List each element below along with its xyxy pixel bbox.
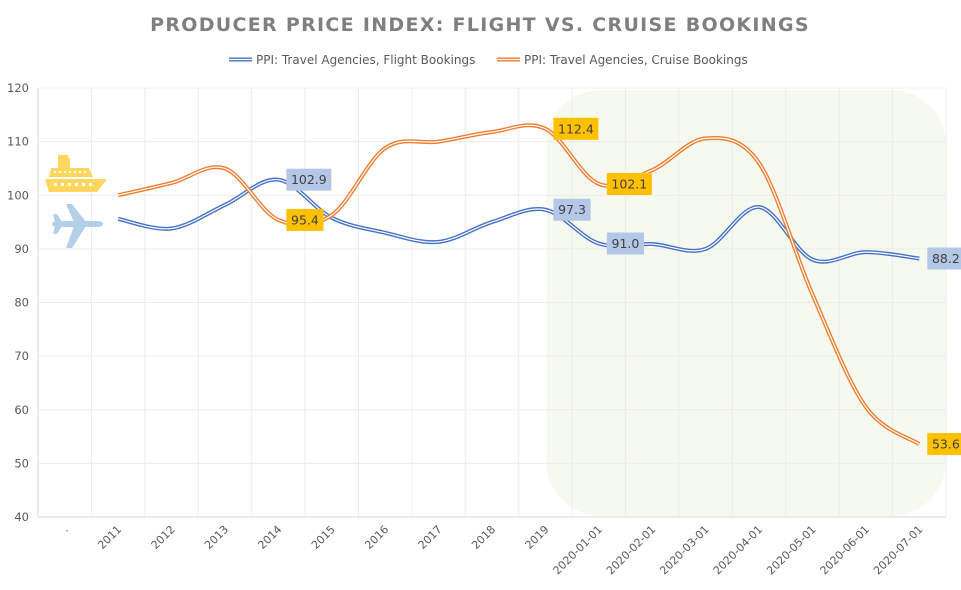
legend-item-flight[interactable]: PPI: Travel Agencies, Flight Bookings	[229, 53, 475, 67]
x-tick-label: 2015	[309, 523, 338, 552]
y-tick-label: 60	[14, 403, 29, 417]
x-tick-label: 2014	[255, 523, 284, 552]
data-labels: 102.9 97.3 91.0 88.2 95.4 112.4 102.1 53.6	[286, 117, 961, 456]
data-label-box	[927, 247, 961, 270]
data-label-box	[606, 232, 645, 255]
airplane-icon	[52, 204, 103, 248]
data-label-text: 88.2	[932, 251, 960, 266]
series-flight	[117, 177, 920, 264]
x-tick-label: 2016	[362, 523, 391, 552]
y-tick-label: 50	[14, 456, 29, 470]
legend-label-cruise: PPI: Travel Agencies, Cruise Bookings	[524, 53, 748, 67]
x-tick-label: 2018	[469, 523, 498, 552]
data-label: 95.4	[286, 208, 324, 231]
y-tick-label: 90	[14, 242, 29, 256]
data-label-box	[553, 198, 591, 221]
x-tick-label: 2020-02-01	[604, 523, 658, 577]
x-tick-label: 2012	[149, 523, 178, 552]
x-axis-ticks: . 2011 2012 2013 2014 2015 2016 2017 2018 2019 202…	[59, 523, 925, 577]
data-label-box	[553, 117, 599, 140]
legend-label-flight: PPI: Travel Agencies, Flight Bookings	[256, 53, 475, 67]
data-label-text: 97.3	[558, 202, 586, 217]
x-tick-label: 2020-05-01	[764, 523, 818, 577]
data-label-text: 102.9	[291, 172, 327, 187]
gridlines	[38, 87, 947, 517]
y-tick-label: 110	[7, 135, 29, 149]
y-axis-ticks: 40 50 60 70 80 90 100 110 120	[7, 81, 29, 524]
legend-item-cruise[interactable]: PPI: Travel Agencies, Cruise Bookings	[497, 53, 748, 67]
data-label-box	[286, 208, 324, 231]
data-label-box	[286, 168, 332, 191]
data-label-box	[927, 433, 961, 456]
y-tick-label: 80	[14, 296, 29, 310]
cruise-ship-icon	[45, 155, 107, 192]
data-label-text: 102.1	[611, 176, 647, 191]
data-label: 88.2	[927, 247, 961, 270]
x-tick-label: .	[59, 523, 71, 535]
data-label: 53.6	[927, 433, 961, 456]
axes	[37, 88, 946, 518]
series-layer	[117, 123, 921, 446]
x-tick-label: 2019	[523, 523, 552, 552]
data-label: 112.4	[553, 117, 599, 140]
x-tick-label: 2020-01-01	[551, 523, 605, 577]
x-tick-label: 2020-03-01	[657, 523, 711, 577]
data-label-text: 91.0	[612, 236, 640, 251]
x-tick-label: 2020-04-01	[711, 523, 765, 577]
data-label: 102.1	[606, 172, 652, 195]
x-tick-label: 2020-06-01	[818, 523, 872, 577]
data-label-text: 112.4	[558, 121, 594, 136]
x-tick-label: 2017	[416, 523, 445, 552]
x-tick-label: 2011	[95, 523, 124, 552]
series-cruise	[117, 123, 921, 446]
x-tick-label: 2020-07-01	[871, 523, 925, 577]
y-tick-label: 40	[14, 510, 29, 524]
data-label: 102.9	[286, 168, 332, 191]
x-tick-label: 2013	[202, 523, 231, 552]
series-line-inner	[118, 179, 920, 263]
y-tick-label: 120	[7, 81, 29, 95]
data-label-text: 53.6	[932, 437, 960, 452]
data-label-text: 95.4	[291, 212, 319, 227]
y-tick-label: 100	[7, 188, 29, 202]
legend: PPI: Travel Agencies, Flight Bookings PP…	[229, 53, 748, 67]
data-label-box	[606, 172, 652, 195]
data-label: 91.0	[606, 232, 645, 255]
data-label: 97.3	[553, 198, 591, 221]
chart-title: PRODUCER PRICE INDEX: FLIGHT VS. CRUISE …	[150, 14, 810, 36]
y-tick-label: 70	[14, 349, 29, 363]
